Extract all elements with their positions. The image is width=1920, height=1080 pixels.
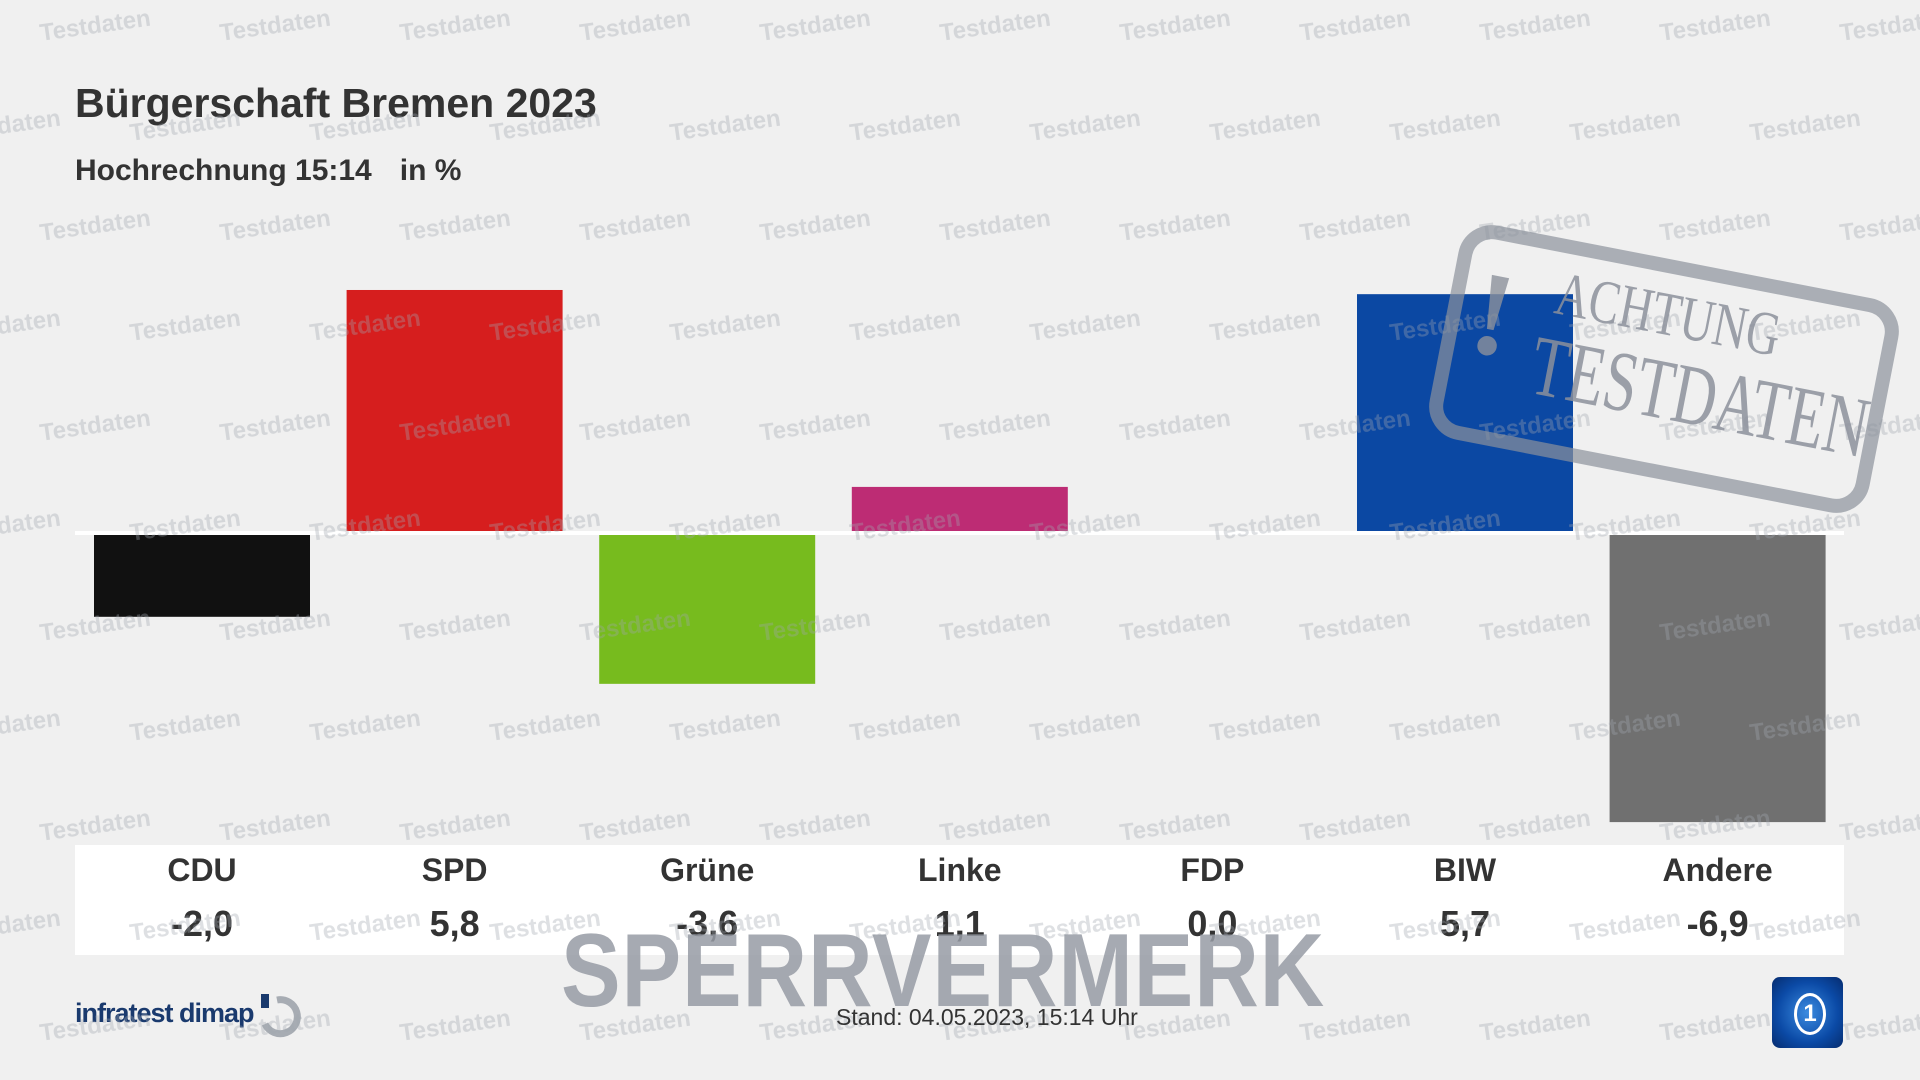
- bar-spd: [346, 289, 563, 533]
- value-label: 0,0: [1187, 903, 1238, 944]
- chart-title: Bürgerschaft Bremen 2023: [75, 80, 597, 126]
- bar-grüne: [599, 533, 816, 684]
- bar-biw: [1357, 294, 1573, 533]
- party-label: CDU: [167, 852, 237, 888]
- bar-cdu: [94, 533, 310, 617]
- sperrvermerk-overlay: SPERRVERMERK: [561, 913, 1326, 1029]
- value-label: -3,6: [676, 903, 739, 944]
- infratest-dimap-logo: infratest dimap: [75, 998, 255, 1028]
- chart-subtitle: Hochrechnung 15:14 in %: [75, 154, 489, 188]
- value-label: -2,0: [170, 903, 234, 944]
- unit-label: in %: [399, 154, 462, 187]
- exclamation-icon: !: [1461, 244, 1526, 384]
- stand-timestamp: Stand: 04.05.2023, 15:14 Uhr: [836, 1004, 1138, 1030]
- value-label: 5,7: [1439, 903, 1491, 944]
- value-label: 5,8: [429, 903, 480, 944]
- ard-logo: [1772, 977, 1843, 1048]
- party-label: SPD: [421, 852, 488, 888]
- bar-andere: [1609, 533, 1826, 823]
- party-label: BIW: [1433, 852, 1497, 888]
- label-panel: [75, 845, 1844, 955]
- party-label: Andere: [1662, 852, 1773, 888]
- party-label: FDP: [1180, 852, 1245, 888]
- value-label: 1,1: [934, 903, 985, 944]
- value-label: -6,9: [1686, 903, 1749, 944]
- bar-linke: [851, 486, 1068, 533]
- subtitle-text: Hochrechnung 15:14: [75, 154, 372, 187]
- party-label: Grüne: [660, 852, 755, 888]
- party-label: Linke: [918, 852, 1002, 888]
- infratest-logo-icon: [261, 994, 301, 1038]
